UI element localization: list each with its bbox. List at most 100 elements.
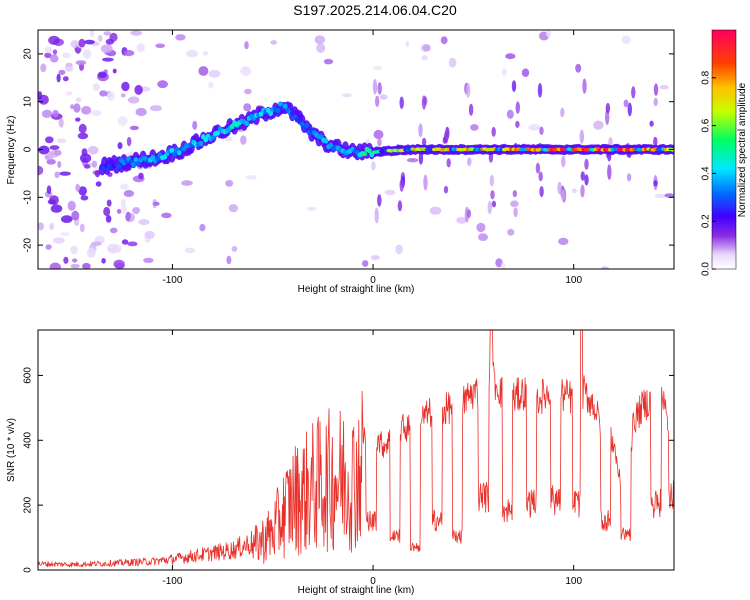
colorbar-ticks: 0.0 0.2 0.4 0.6 0.8: [701, 70, 716, 276]
spectrogram-ridge-cell: [172, 151, 177, 157]
spectrogram-noise-cell: [58, 118, 64, 128]
spectrogram-smear-cell: [539, 126, 544, 135]
spectrogram-smear-cell: [561, 155, 566, 168]
spectrogram-smear-cell: [372, 78, 378, 95]
spectrogram-noise-cell: [80, 153, 92, 163]
spectrogram-noise-cell: [240, 135, 247, 145]
spectrogram-smear-cell: [653, 83, 659, 96]
colorbar: 0.0 0.2 0.4 0.6 0.8 Normalized spectral ampl…: [701, 29, 748, 276]
spectrogram-y-tick-label: 0: [23, 146, 34, 152]
spectrogram-smear-cell: [487, 200, 492, 215]
spectrogram-noise-cell: [56, 73, 61, 83]
spectrogram-noise-cell: [49, 262, 61, 269]
spectrogram-noise-cell: [184, 247, 196, 254]
spectrogram-noise-cell: [153, 201, 160, 206]
spectrogram-noise-cell: [155, 43, 166, 49]
spectrogram-ridge-cell: [275, 107, 281, 114]
spectrogram-noise-cell: [314, 35, 325, 45]
spectrogram-noise-cell: [149, 105, 162, 112]
spectrogram-noise-cell: [61, 215, 73, 224]
spectrogram-noise-cell: [448, 57, 457, 68]
spectrogram-noise-cell: [521, 68, 530, 77]
spectrogram-smear-cell: [535, 162, 541, 174]
spectrogram-noise-cell: [38, 165, 44, 176]
spectrogram-noise-cell: [199, 223, 206, 232]
spectrogram-noise-cell: [45, 46, 53, 54]
spectrogram-noise-cell: [406, 158, 419, 163]
spectrogram-smear-cell: [560, 189, 566, 201]
spectrogram-y-label: Frequency (Hz): [6, 116, 17, 185]
spectrogram-noise-cell: [476, 222, 486, 233]
spectrogram-noise-cell: [405, 41, 410, 48]
spectrogram-noise-cell: [510, 200, 519, 208]
spectrogram-noise-cell: [121, 205, 127, 214]
spectrogram-noise-cell: [62, 76, 69, 82]
spectrogram-noise-cell: [316, 43, 326, 53]
spectrogram-noise-cell: [161, 212, 172, 219]
spectrogram-smear-cell: [377, 137, 382, 147]
spectrogram-smear-cell: [653, 97, 658, 107]
spectrogram-noise-cell: [105, 215, 112, 223]
spectrogram-ridge-cell: [362, 151, 367, 157]
spectrogram-noise-cell: [130, 30, 143, 36]
spectrogram-noise-cell: [79, 223, 85, 233]
spectrogram-noise-cell: [73, 103, 81, 113]
snr-panel: -100 0 100 0 200 400 600 Height of straight li…: [6, 329, 675, 596]
spectrogram-noise-cell: [144, 230, 155, 239]
spectrogram-noise-cell: [506, 109, 514, 119]
spectrogram-noise-cell: [99, 90, 108, 97]
colorbar-tick-label: 0.2: [701, 214, 712, 228]
spectrogram-noise-cell: [659, 85, 669, 90]
spectrogram-noise-cell: [82, 262, 91, 269]
spectrogram-ridge-cell: [244, 120, 250, 126]
snr-series-line: [38, 330, 674, 568]
spectrogram-noise-cell: [116, 209, 122, 214]
spectrogram-noise-cell: [80, 195, 89, 201]
spectrogram-noise-cell: [175, 34, 186, 41]
spectrogram-smear-cell: [513, 207, 518, 218]
snr-frame: [37, 329, 675, 571]
snr-y-tick-label: 200: [23, 496, 34, 513]
spectrogram-noise-cell: [71, 210, 80, 221]
spectrogram-noise-cell: [601, 266, 609, 269]
spectrogram-noise-cell: [623, 99, 629, 108]
spectrogram-smear-cell: [467, 157, 472, 167]
spectrogram-smear-cell: [579, 129, 584, 144]
spectrogram-y-tick-label: -20: [23, 237, 34, 252]
spectrogram-ridge-cell: [304, 122, 310, 129]
spectrogram-smear-cell: [580, 184, 585, 198]
spectrogram-noise-cell: [136, 43, 145, 53]
spectrogram-smear-cell: [399, 96, 404, 109]
spectrogram-smear-cell: [515, 120, 520, 128]
spectrogram-noise-cell: [384, 189, 396, 196]
spectrogram-smear-cell: [446, 158, 451, 168]
snr-y-tick-label: 0: [23, 567, 34, 573]
spectrogram-noise-cell: [52, 237, 65, 244]
spectrogram-noise-cell: [225, 179, 234, 187]
spectrogram-ridge-cell: [282, 103, 288, 109]
spectrogram-noise-cell: [56, 138, 67, 144]
spectrogram-noise-cell: [38, 145, 50, 155]
spectrogram-noise-cell: [49, 54, 59, 63]
spectrogram-noise-cell: [125, 211, 131, 222]
spectrogram-smear-cell: [418, 123, 423, 138]
spectrogram-ridge-cell: [116, 163, 122, 169]
spectrogram-smear-cell: [421, 137, 427, 146]
spectrogram-noise-cell: [456, 216, 467, 224]
snr-x-tick-label: 100: [565, 576, 582, 587]
spectrogram-noise-cell: [78, 123, 87, 134]
spectrogram-noise-cell: [121, 239, 129, 245]
spectrogram-noise-cell: [132, 207, 141, 214]
colorbar-gradient: [711, 29, 737, 270]
spectrogram-smear-cell: [468, 103, 474, 116]
spectrogram-smear-cell: [489, 174, 495, 187]
spectrogram-ridge-cell: [155, 156, 161, 162]
spectrogram-smear-cell: [491, 126, 496, 137]
spectrogram-y-tick-label: 10: [23, 96, 34, 108]
spectrogram-noise-cell: [38, 222, 44, 231]
spectrogram-noise-cell: [270, 40, 278, 45]
spectrogram-noise-cell: [127, 96, 140, 104]
spectrogram-noise-cell: [440, 36, 448, 45]
spectrogram-noise-cell: [97, 34, 103, 43]
